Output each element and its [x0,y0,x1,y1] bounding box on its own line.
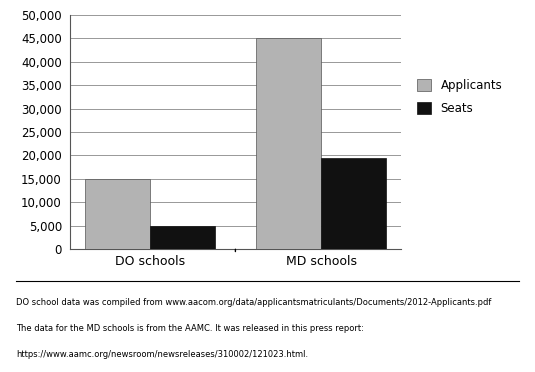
Text: https://www.aamc.org/newsroom/newsreleases/310002/121023.html.: https://www.aamc.org/newsroom/newsreleas… [16,350,308,359]
Bar [321,158,386,249]
Legend: Applicants, Seats: Applicants, Seats [417,79,502,115]
Bar [256,38,321,249]
Text: DO school data was compiled from www.aacom.org/data/applicantsmatriculants/Docum: DO school data was compiled from www.aac… [16,298,492,307]
Bar [150,226,215,249]
Bar [85,179,150,249]
Text: The data for the MD schools is from the AAMC. It was released in this press repo: The data for the MD schools is from the … [16,324,364,333]
